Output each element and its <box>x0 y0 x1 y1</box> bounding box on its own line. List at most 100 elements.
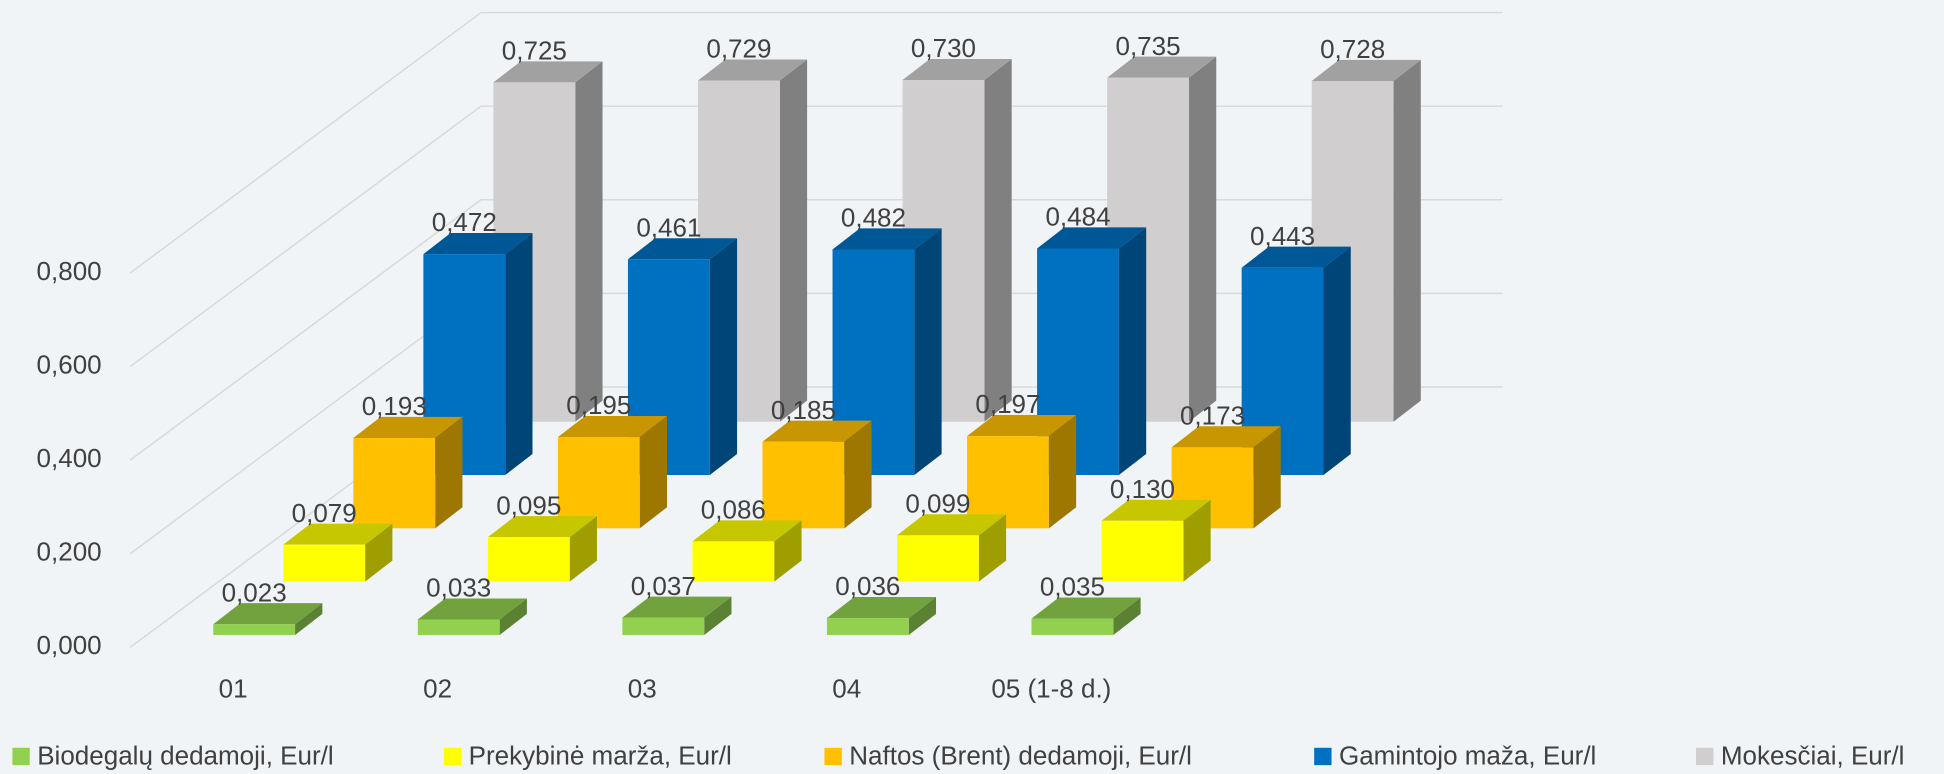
y-tick-label: 0,200 <box>37 537 102 567</box>
bar-side <box>774 520 802 582</box>
bar-top <box>493 61 603 83</box>
bar-top <box>1101 499 1211 521</box>
legend-swatch <box>12 747 30 766</box>
bar-top <box>902 58 1012 81</box>
bar-side <box>639 415 668 529</box>
bar-side <box>1188 56 1217 422</box>
bar-side <box>569 516 597 582</box>
bar <box>353 438 436 529</box>
bar-top <box>826 597 937 619</box>
bar-top <box>1241 246 1351 268</box>
legend-label: Mokesčiai, Eur/l <box>1721 741 1905 771</box>
bar <box>1031 618 1114 635</box>
bar-side <box>1393 59 1421 422</box>
data-label: 0,725 <box>502 36 567 66</box>
data-label: 0,023 <box>222 577 287 607</box>
bar-side <box>295 603 323 635</box>
data-label: 0,735 <box>1115 31 1180 61</box>
bar-top <box>967 415 1077 437</box>
y-tick-label: 0,000 <box>37 630 102 660</box>
bar-side <box>505 233 533 476</box>
bar-side <box>499 598 527 635</box>
bar-side <box>1323 246 1351 476</box>
bar-top <box>1031 597 1141 619</box>
bar-top <box>627 238 738 260</box>
bar-top <box>762 420 872 442</box>
data-label: 0,728 <box>1320 34 1385 64</box>
legend-label: Gamintojo maža, Eur/l <box>1339 741 1596 771</box>
bar-top <box>1171 426 1281 448</box>
bar-top <box>832 228 942 250</box>
bar-side <box>1048 415 1077 529</box>
bar <box>762 441 845 529</box>
x-tick-label: 05 (1-8 d.) <box>991 674 1111 704</box>
bar-top <box>1311 59 1421 81</box>
bar <box>896 535 979 582</box>
bar <box>967 436 1049 529</box>
bar-side <box>1118 227 1147 476</box>
x-tick-label: 01 <box>219 674 248 704</box>
bar-side <box>1183 499 1211 582</box>
y-tick-label: 0,600 <box>37 349 102 379</box>
bar-top <box>423 233 533 255</box>
data-label: 0,130 <box>1110 474 1175 504</box>
x-tick-label: 04 <box>832 674 861 704</box>
bar-side <box>575 61 603 422</box>
data-label: 0,099 <box>905 488 970 518</box>
y-tick-label: 0,400 <box>37 443 102 473</box>
y-tick-label: 0,800 <box>37 256 102 286</box>
data-label: 0,095 <box>496 490 561 520</box>
bar-top <box>698 59 808 81</box>
legend-label: Biodegalų dedamoji, Eur/l <box>37 741 333 771</box>
x-tick-label: 02 <box>423 674 452 704</box>
legend-label: Naftos (Brent) dedamoji, Eur/l <box>849 741 1192 771</box>
legend-swatch <box>824 747 842 766</box>
bar-side <box>779 59 808 422</box>
bar <box>417 619 500 635</box>
bar <box>826 618 909 635</box>
legend-swatch <box>1314 747 1332 766</box>
grid-line <box>129 11 1503 274</box>
data-label: 0,079 <box>292 498 357 528</box>
data-label: 0,197 <box>975 389 1040 419</box>
bar-top <box>353 416 463 439</box>
bar <box>283 544 366 582</box>
bar-side <box>984 58 1012 422</box>
bar-top <box>896 514 1007 536</box>
bar-side <box>978 514 1007 582</box>
legend-label: Prekybinė marža, Eur/l <box>469 741 732 771</box>
data-label: 0,482 <box>841 203 906 233</box>
bar <box>1101 520 1184 582</box>
bar <box>213 624 296 635</box>
bar-top <box>1037 227 1147 249</box>
bar-top <box>213 603 323 625</box>
data-label: 0,185 <box>771 395 836 425</box>
legend-swatch <box>1696 747 1714 766</box>
bar <box>557 437 640 529</box>
bar-side <box>914 228 942 476</box>
bar-top <box>487 516 597 538</box>
data-label: 0,472 <box>432 207 497 237</box>
bar-side <box>709 238 738 476</box>
bar-top <box>557 415 668 438</box>
bar-top <box>417 598 527 620</box>
data-label: 0,086 <box>701 495 766 525</box>
bar-side <box>1113 597 1141 635</box>
bar-side <box>844 420 872 529</box>
bar <box>692 541 775 582</box>
x-tick-label: 03 <box>628 674 657 704</box>
data-label: 0,173 <box>1180 400 1245 430</box>
bar-top <box>692 520 802 542</box>
data-label: 0,035 <box>1040 572 1105 602</box>
data-label: 0,484 <box>1045 202 1110 232</box>
bar-side <box>365 523 393 582</box>
bar-side <box>1253 426 1281 529</box>
data-label: 0,195 <box>566 390 631 420</box>
bar-side <box>704 596 732 635</box>
data-label: 0,730 <box>911 33 976 63</box>
bar <box>487 537 570 582</box>
data-label: 0,033 <box>426 573 491 603</box>
data-label: 0,729 <box>706 34 771 64</box>
data-label: 0,461 <box>636 212 701 242</box>
